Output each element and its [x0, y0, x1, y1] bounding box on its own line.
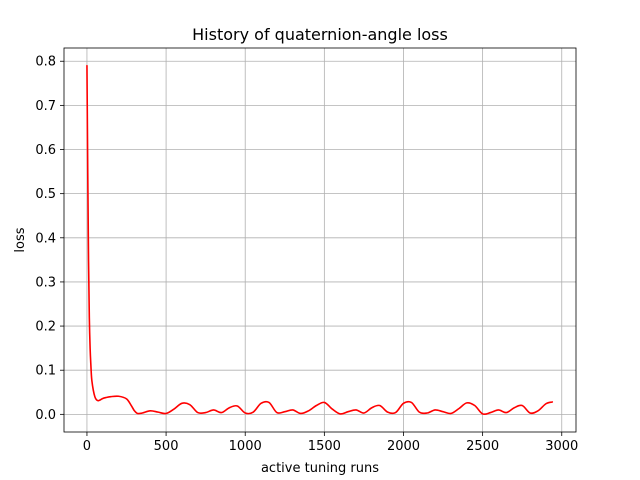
- y-tick-label: 0.3: [35, 275, 56, 290]
- x-tick-label: 2500: [466, 439, 499, 454]
- chart-title: History of quaternion-angle loss: [192, 25, 448, 44]
- x-tick-label: 1500: [308, 439, 341, 454]
- series-layer: [86, 64, 554, 416]
- y-tick-label: 0.4: [35, 231, 56, 246]
- x-tick-label: 3000: [545, 439, 578, 454]
- y-tick-label: 0.0: [35, 408, 56, 423]
- y-tick-label: 0.8: [35, 55, 56, 70]
- y-tick-label: 0.2: [35, 320, 56, 335]
- x-axis-label: active tuning runs: [261, 461, 379, 476]
- y-tick-label: 0.5: [35, 187, 56, 202]
- x-tick-label: 0: [83, 439, 91, 454]
- y-axis-label: loss: [13, 227, 28, 252]
- y-tick-label: 0.1: [35, 364, 56, 379]
- x-tick-label: 1000: [229, 439, 262, 454]
- ticks: 0 500 1000 1500 2000 2500 3000 0.0 0.1 0.2 0.3 0.4 0…: [35, 55, 578, 454]
- plot-frame: [63, 47, 577, 433]
- plot-area: [64, 48, 576, 432]
- y-tick-label: 0.6: [35, 143, 56, 158]
- x-tick-label: 2000: [387, 439, 420, 454]
- y-tick-label: 0.7: [35, 99, 56, 114]
- grid: [64, 48, 576, 432]
- loss-series-line: [86, 64, 554, 416]
- x-tick-label: 500: [154, 439, 179, 454]
